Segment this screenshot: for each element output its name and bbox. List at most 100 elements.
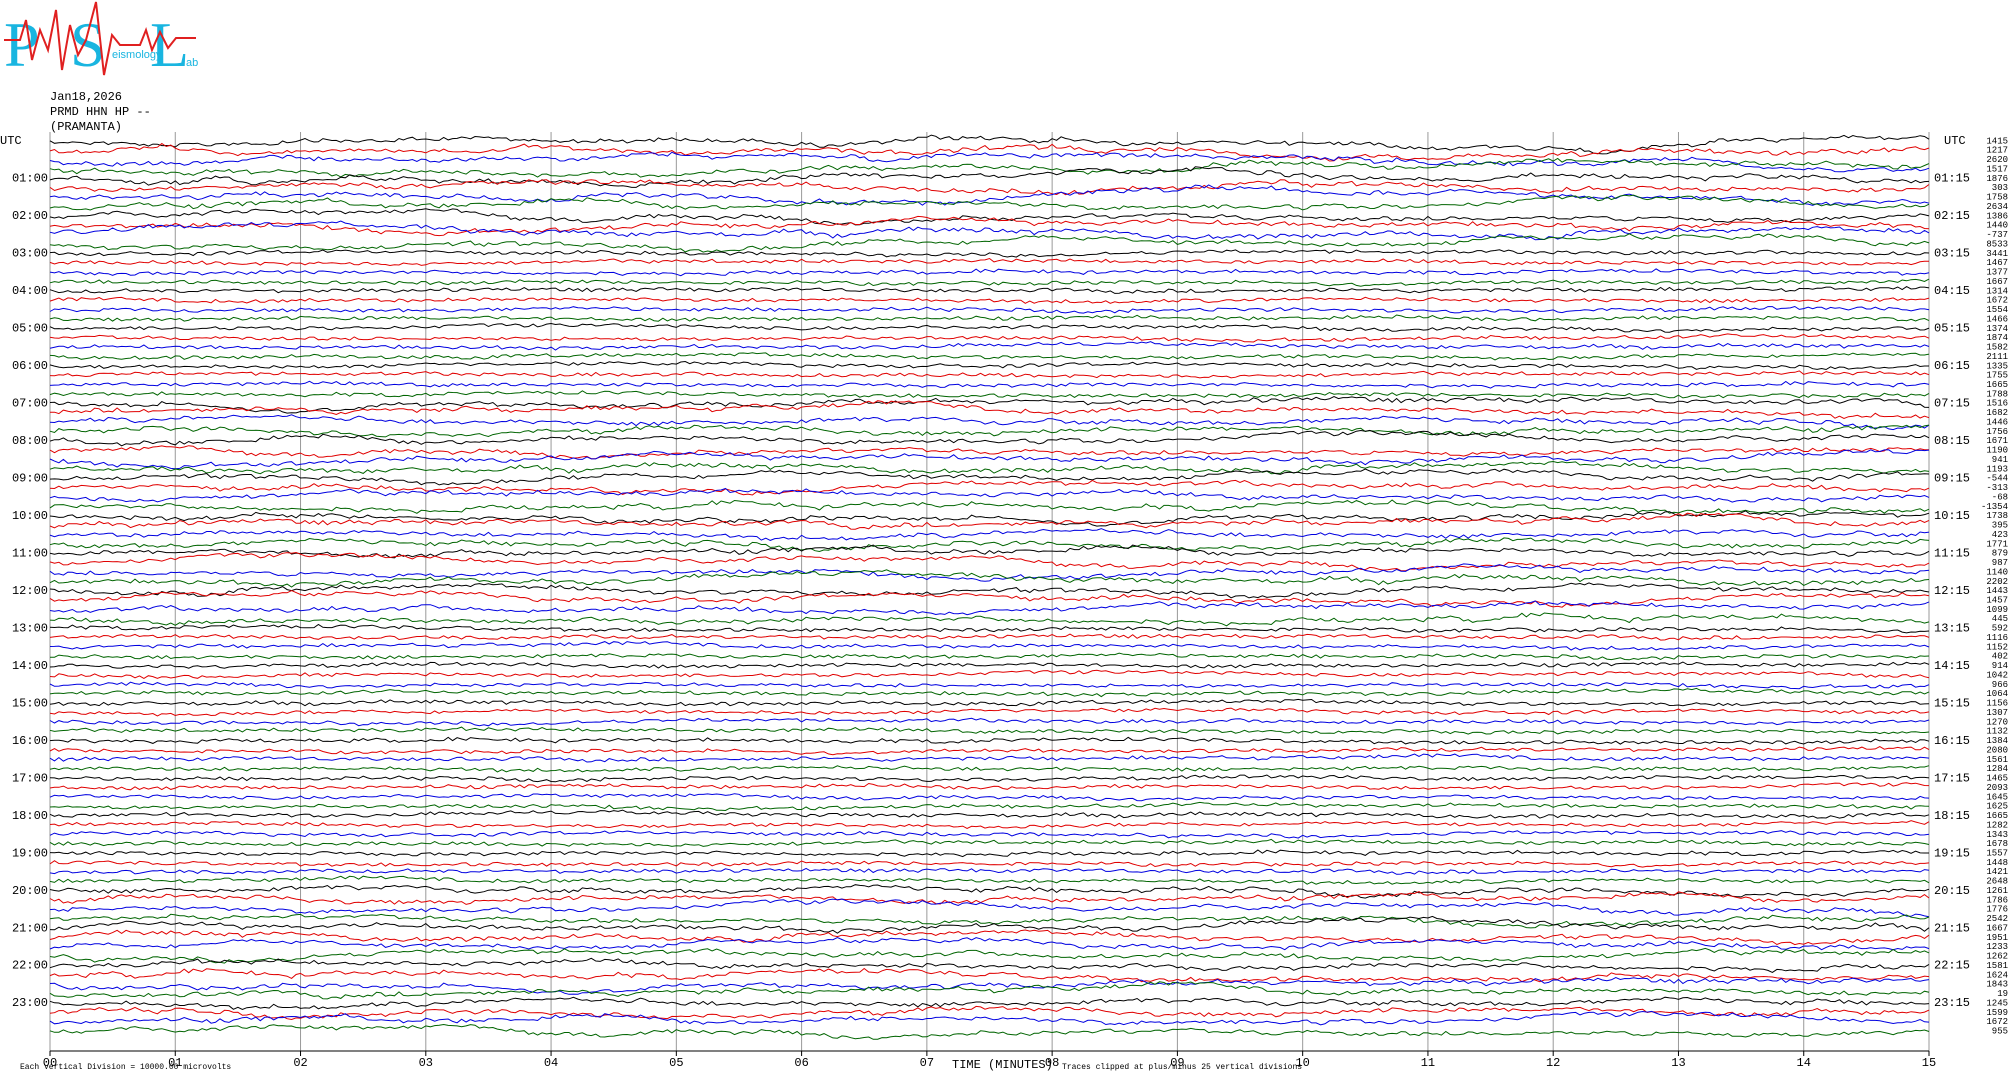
row-value: 1217 (1986, 146, 2008, 156)
trace (49, 528, 1930, 541)
x-tick-label: 10 (1295, 1056, 1309, 1070)
row-value: 2080 (1986, 745, 2008, 755)
trace (49, 849, 1929, 858)
trace (49, 151, 1930, 173)
row-value: 1465 (1986, 774, 2008, 784)
trace (49, 551, 1930, 572)
trace (49, 179, 1930, 196)
logo-text: eismology (112, 49, 162, 61)
row-value: 423 (1992, 530, 2008, 540)
left-time-label: 08:00 (12, 434, 48, 448)
left-time-label: 14:00 (12, 659, 48, 673)
row-value: 1374 (1986, 324, 2008, 334)
row-value: 1874 (1986, 333, 2008, 343)
trace (49, 641, 1930, 651)
right-time-label: 01:15 (1934, 172, 1970, 186)
left-time-label: 16:00 (12, 734, 48, 748)
row-value: 402 (1992, 652, 2008, 662)
row-value: 445 (1992, 614, 2008, 624)
left-time-label: 19:00 (12, 846, 48, 860)
row-value: -737 (1986, 230, 2008, 240)
left-time-label: 18:00 (12, 809, 48, 823)
trace (49, 380, 1930, 389)
row-value: 2202 (1986, 577, 2008, 587)
x-tick-label: 09 (1170, 1056, 1184, 1070)
trace (49, 1005, 1930, 1021)
trace (49, 429, 1930, 447)
row-value: 1261 (1986, 886, 2008, 896)
row-value: 1245 (1986, 998, 2008, 1008)
row-value: -68 (1992, 492, 2008, 502)
trace (49, 681, 1930, 690)
trace (49, 296, 1930, 304)
trace (49, 395, 1930, 414)
row-value: 2648 (1986, 877, 2008, 887)
row-value: 1307 (1986, 708, 2008, 718)
right-time-label: 17:15 (1934, 771, 1970, 785)
right-time-label: 08:15 (1934, 434, 1970, 448)
row-value: 987 (1992, 558, 2008, 568)
left-time-label: 12:00 (12, 584, 48, 598)
row-value: 1667 (1986, 923, 2008, 933)
row-value: 1554 (1986, 305, 2008, 315)
row-value: 2620 (1986, 155, 2008, 165)
row-value: 2111 (1986, 352, 2008, 362)
trace (49, 184, 1930, 206)
right-time-label: 12:15 (1934, 584, 1970, 598)
trace (49, 612, 1930, 627)
right-time-label: 02:15 (1934, 209, 1970, 223)
row-value: 1672 (1986, 296, 2008, 306)
row-value: 1557 (1986, 848, 2008, 858)
left-time-label: 03:00 (12, 247, 48, 261)
right-time-label: 05:15 (1934, 322, 1970, 336)
trace (49, 233, 1930, 253)
trace (49, 468, 1930, 486)
right-time-label: 22:15 (1934, 959, 1970, 973)
trace (49, 341, 1930, 351)
row-value: 1645 (1986, 792, 2008, 802)
logo-letter: P (4, 9, 40, 80)
row-value: 592 (1992, 624, 2008, 634)
row-value: 1190 (1986, 446, 2008, 456)
trace (49, 884, 1930, 899)
row-value: 1132 (1986, 727, 2008, 737)
trace (49, 947, 1930, 964)
row-value: 1335 (1986, 361, 2008, 371)
row-value: 395 (1992, 521, 2008, 531)
left-time-label: 05:00 (12, 322, 48, 336)
trace (49, 875, 1930, 885)
right-time-label: 04:15 (1934, 284, 1970, 298)
trace (49, 268, 1930, 277)
trace (49, 314, 1930, 322)
trace (49, 838, 1930, 847)
left-time-label: 11:00 (12, 546, 48, 560)
row-value: 1467 (1986, 258, 2008, 268)
date: Jan18,2026 (50, 90, 122, 104)
left-time-label: 02:00 (12, 209, 48, 223)
trace (49, 487, 1930, 503)
right-time-label: 10:15 (1934, 509, 1970, 523)
trace (49, 915, 1930, 934)
row-value: 1099 (1986, 605, 2008, 615)
row-value: 1672 (1986, 1017, 2008, 1027)
row-value: -544 (1986, 474, 2008, 484)
trace (49, 898, 1930, 918)
trace (49, 830, 1930, 839)
trace (49, 142, 1930, 162)
right-time-label: 03:15 (1934, 247, 1970, 261)
trace (49, 623, 1930, 634)
left-time-label: 23:00 (12, 996, 48, 1010)
x-tick-label: 13 (1671, 1056, 1685, 1070)
row-value: 879 (1992, 549, 2008, 559)
trace (49, 1010, 1930, 1026)
row-value: 1446 (1986, 417, 2008, 427)
row-value: 1625 (1986, 802, 2008, 812)
trace (49, 707, 1930, 717)
row-value: 1786 (1986, 895, 2008, 905)
row-value: 1756 (1986, 427, 2008, 437)
row-value: 1665 (1986, 380, 2008, 390)
left-time-label: 09:00 (12, 471, 48, 485)
trace (49, 390, 1930, 399)
